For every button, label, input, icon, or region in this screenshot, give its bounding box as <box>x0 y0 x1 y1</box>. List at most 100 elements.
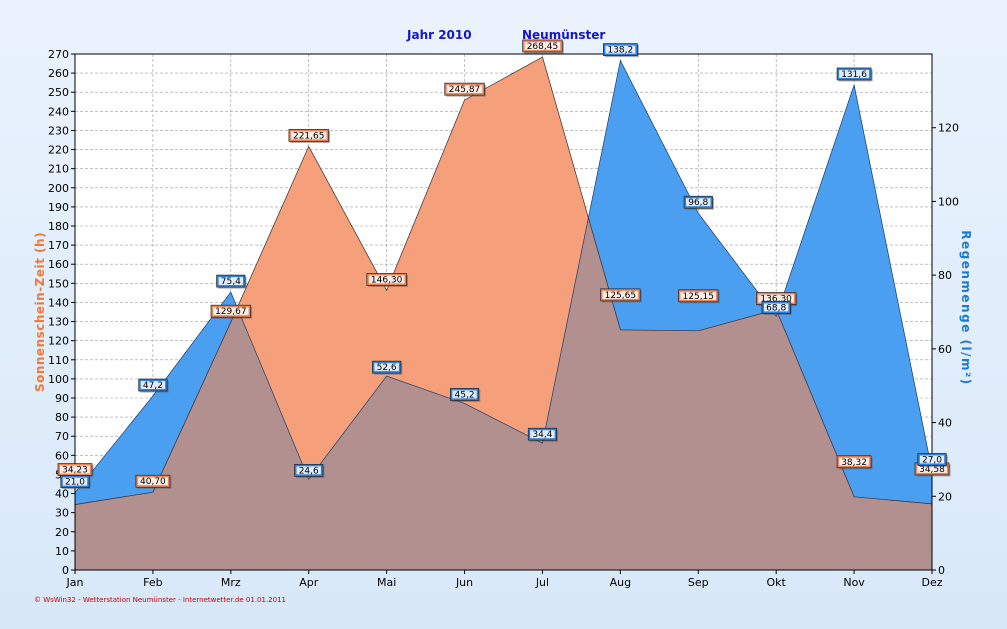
left-axis-ticks: 0102030405060708090100110120130140150160… <box>48 48 75 577</box>
data-label-inner <box>62 477 88 486</box>
x-tick-label: Aug <box>610 576 631 589</box>
left-tick-label: 100 <box>48 373 69 386</box>
data-label-text: 268,45 <box>527 42 559 52</box>
x-tick-label: Nov <box>843 576 865 589</box>
data-label-text: 21,0 <box>65 478 85 488</box>
sunshine-data-label: 129,67 <box>210 304 253 319</box>
sunshine-data-label: 34,23 <box>57 463 94 478</box>
right-tick-label: 80 <box>938 269 952 282</box>
data-label-inner <box>758 294 794 303</box>
right-tick-label: 20 <box>938 490 952 503</box>
y-axis-label-right: Regenmenge (l/m²) <box>959 230 973 385</box>
x-tick-label: Sep <box>688 576 709 589</box>
rain-data-label: 131,6 <box>836 67 873 82</box>
data-label-inner <box>680 291 717 300</box>
x-axis-ticks: Jan Feb Mrz Apr Mai Jun Jul Aug Sep Okt Nov Dez <box>66 570 943 589</box>
rain-data-label: 68,8 <box>761 301 792 315</box>
sunshine-data-label: 125,15 <box>678 289 720 304</box>
left-tick-label: 40 <box>55 488 69 501</box>
data-label-inner <box>140 381 166 390</box>
left-tick-label: 180 <box>48 220 69 233</box>
data-labels: 34,23 40,70 129,67 221,65 146,30 245,87 268,45… <box>57 39 951 490</box>
data-label-text: 125,15 <box>683 292 715 302</box>
left-tick-label: 110 <box>48 354 69 367</box>
data-label-inner <box>839 69 870 78</box>
data-label-text: 221,65 <box>293 131 325 141</box>
data-label-text: 245,87 <box>449 85 481 95</box>
data-label-inner <box>686 198 711 207</box>
data-label-text: 129,67 <box>215 307 247 317</box>
left-tick-label: 270 <box>48 48 69 61</box>
right-tick-label: 0 <box>938 564 945 577</box>
sunshine-data-label: 268,45 <box>522 39 564 54</box>
data-label-inner <box>374 363 399 372</box>
rain-data-label: 47,2 <box>138 378 169 393</box>
right-tick-label: 60 <box>938 343 952 356</box>
x-tick-label: Feb <box>143 576 162 589</box>
data-label-text: 136,30 <box>760 295 792 305</box>
left-tick-label: 150 <box>48 277 69 290</box>
sunshine-data-label: 245,87 <box>444 82 486 97</box>
x-tick-label: Mai <box>377 576 396 589</box>
left-tick-label: 90 <box>55 392 69 405</box>
footer-credit: © WsWin32 - Wetterstation Neumünster - I… <box>34 596 286 604</box>
data-label-inner <box>919 455 945 464</box>
data-label-inner <box>530 430 555 439</box>
rain-data-label: 21,0 <box>60 475 91 490</box>
left-tick-label: 260 <box>48 67 69 80</box>
x-tick-label: Jun <box>455 576 473 589</box>
left-tick-label: 120 <box>48 335 69 348</box>
rain-data-label: 27,0 <box>917 453 948 467</box>
rain-data-label: 75,4 <box>216 274 247 289</box>
rain-data-label: 45,2 <box>449 388 481 402</box>
right-tick-label: 100 <box>938 195 959 208</box>
data-label-text: 96,8 <box>688 198 708 208</box>
rain-data-label: 96,8 <box>683 195 714 210</box>
data-label-inner <box>213 307 249 316</box>
left-tick-label: 170 <box>48 239 69 252</box>
left-tick-label: 20 <box>55 526 69 539</box>
chart-title-year: Jahr 2010 <box>406 28 472 42</box>
rain-data-label: 138,2 <box>603 43 639 58</box>
left-tick-label: 140 <box>48 296 69 309</box>
data-label-inner <box>839 457 870 466</box>
data-label-text: 27,0 <box>922 455 942 465</box>
sunshine-data-label: 125,65 <box>600 288 642 303</box>
data-label-text: 45,2 <box>455 390 475 400</box>
x-tick-label: Mrz <box>221 576 241 589</box>
left-tick-label: 10 <box>55 545 69 558</box>
data-label-inner <box>290 131 327 140</box>
data-label-inner <box>452 390 477 399</box>
left-tick-label: 200 <box>48 182 69 195</box>
data-label-inner <box>218 277 244 286</box>
right-axis-ticks: 0 20 40 60 80 100 120 <box>932 122 959 577</box>
data-label-text: 38,32 <box>841 458 867 468</box>
data-label-inner <box>446 85 483 94</box>
left-tick-label: 230 <box>48 124 69 137</box>
left-tick-label: 130 <box>48 316 69 329</box>
data-label-text: 68,8 <box>766 303 786 313</box>
sunshine-data-label: 146,30 <box>366 273 408 287</box>
sunshine-data-label: 221,65 <box>288 129 331 143</box>
x-tick-label: Dez <box>921 576 942 589</box>
right-tick-label: 120 <box>938 122 959 135</box>
plot-frame <box>74 53 933 571</box>
data-label-inner <box>368 275 405 284</box>
data-label-inner <box>296 466 321 475</box>
left-tick-label: 80 <box>55 411 69 424</box>
chart-title-station: Neumünster <box>522 28 605 42</box>
left-tick-label: 70 <box>55 430 69 443</box>
data-label-text: 34,23 <box>62 466 88 476</box>
rain-data-label: 52,6 <box>372 360 403 375</box>
left-tick-label: 250 <box>48 86 69 99</box>
overlap-area <box>75 60 932 570</box>
data-label-text: 75,4 <box>221 277 241 287</box>
left-tick-label: 240 <box>48 105 69 118</box>
data-label-text: 34,58 <box>919 465 945 475</box>
x-tick-label: Jul <box>535 576 549 589</box>
data-label-inner <box>605 45 636 54</box>
rain-data-label: 24,6 <box>294 463 325 478</box>
x-tick-label: Apr <box>299 576 319 589</box>
left-tick-label: 60 <box>55 449 69 462</box>
